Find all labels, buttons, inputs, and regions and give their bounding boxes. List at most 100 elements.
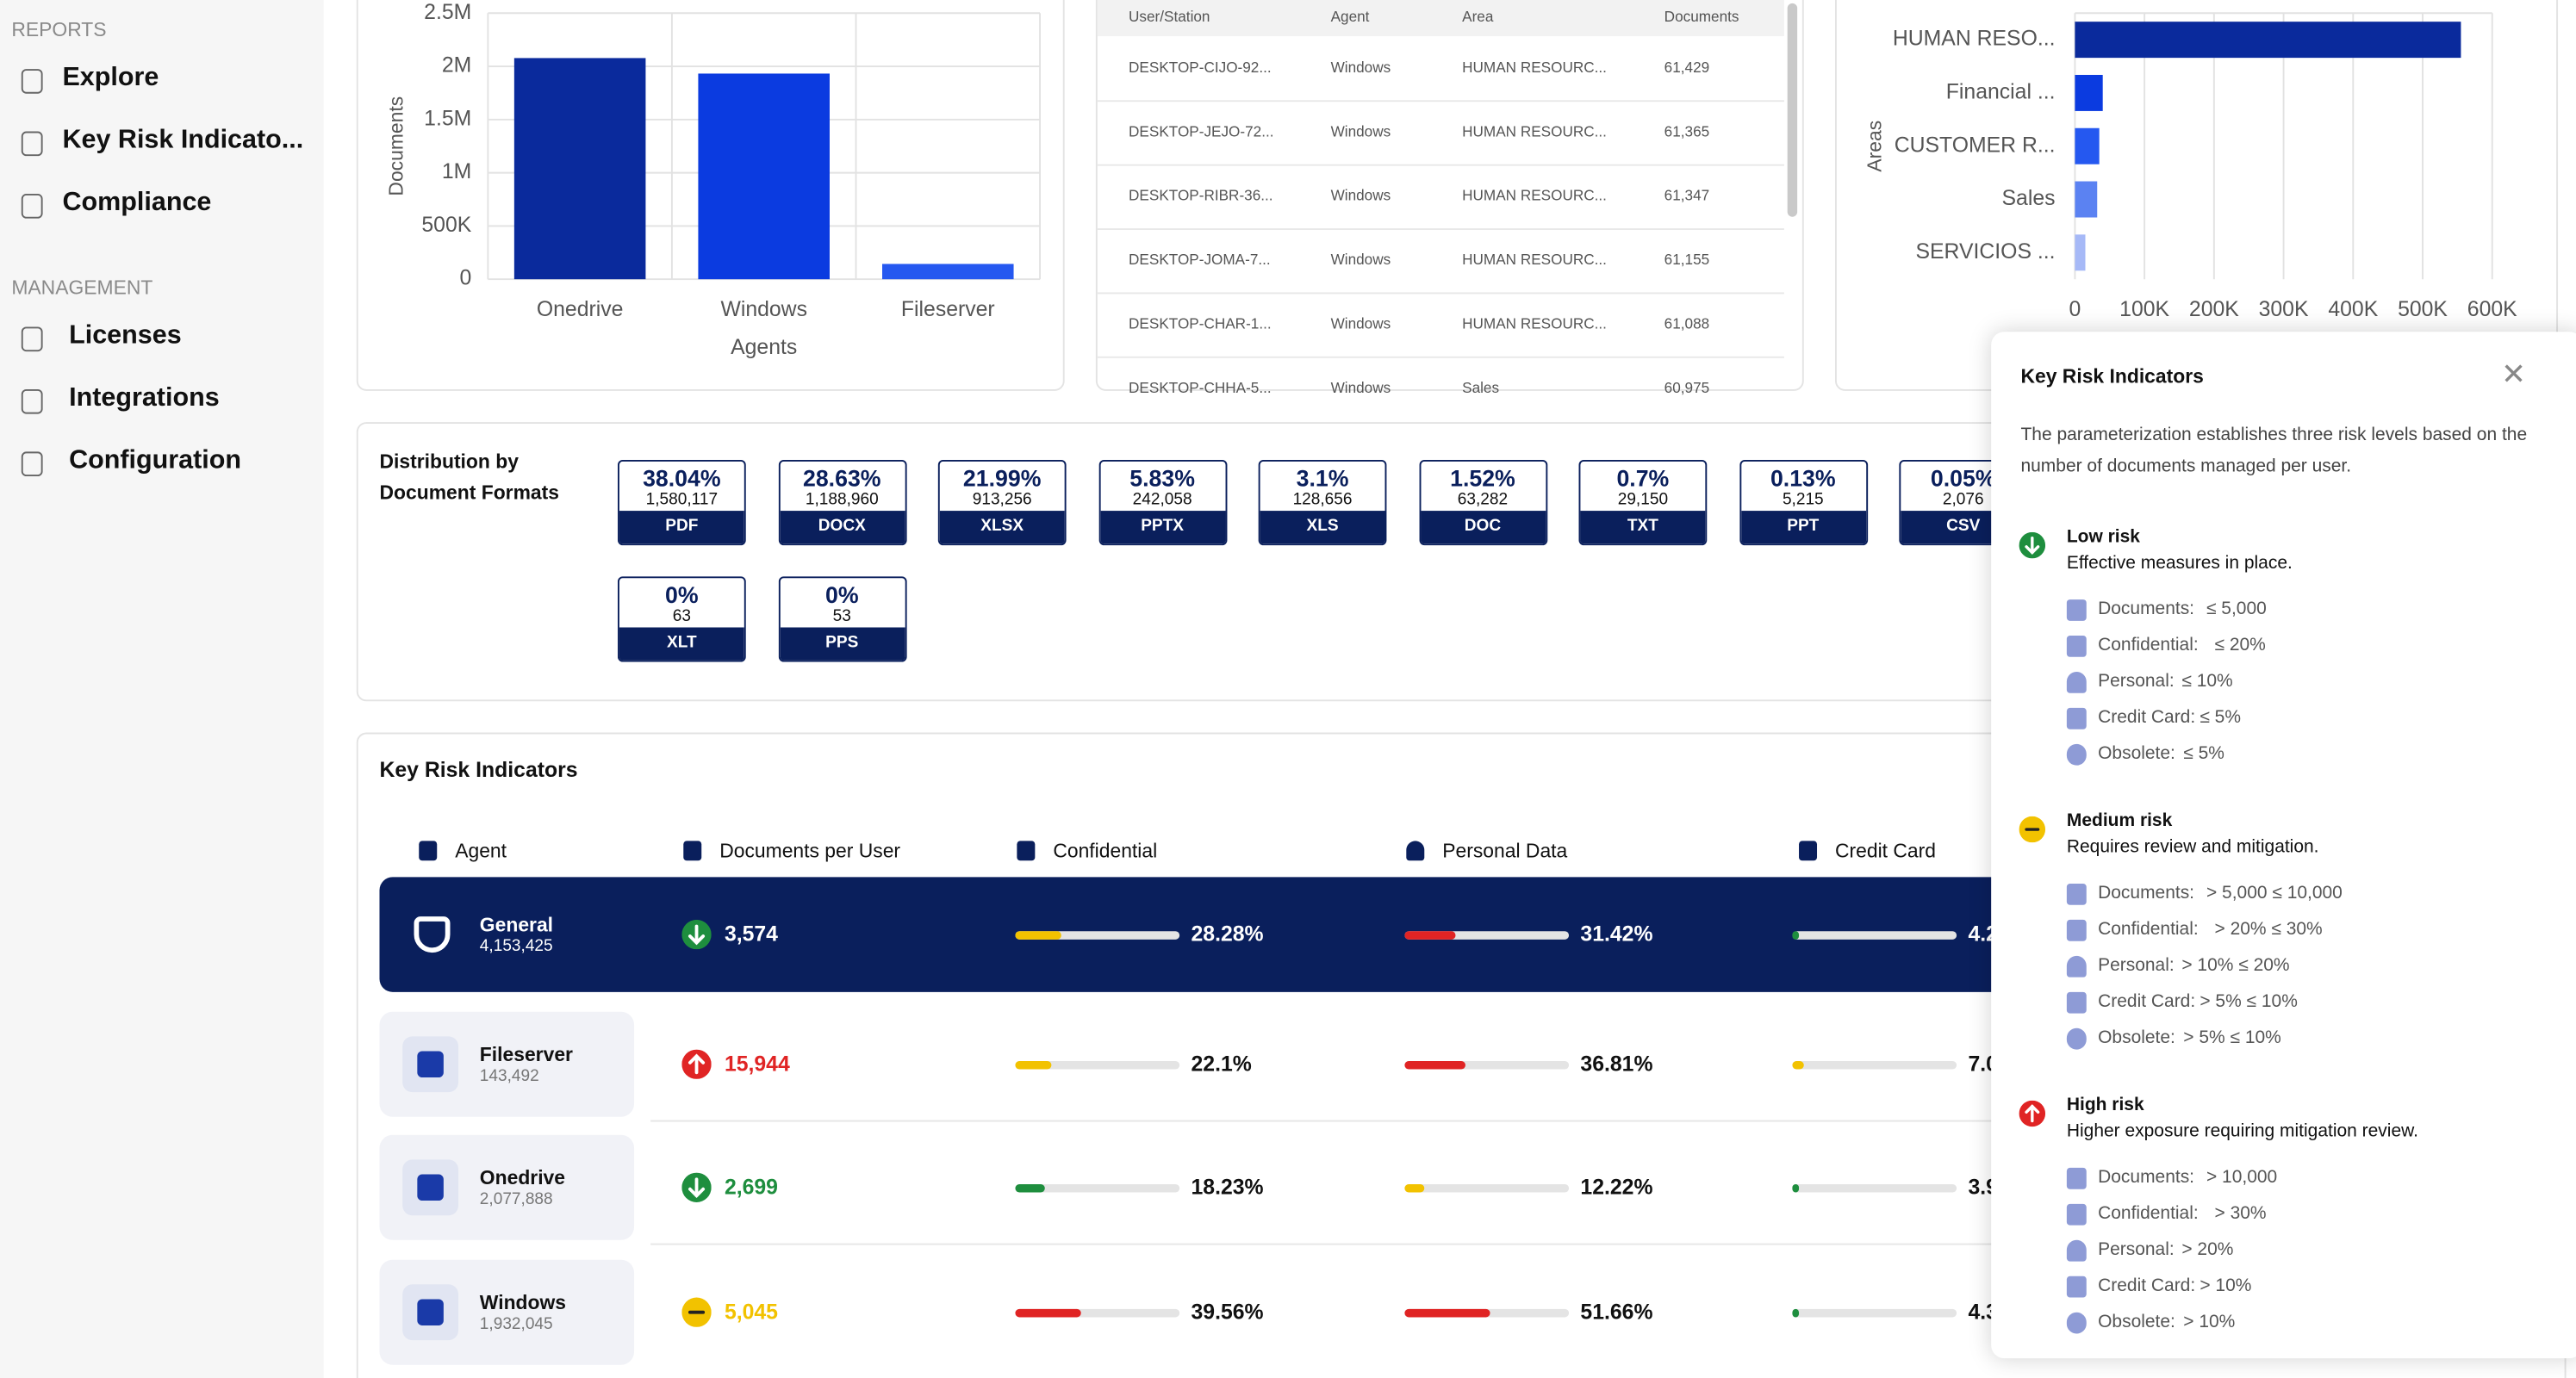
column-header: Credit Card (1834, 839, 1937, 863)
criterion-label: Documents: (2098, 883, 2195, 903)
y-tick-label: 0 (459, 267, 471, 290)
criterion-label: Documents: (2098, 599, 2195, 619)
criterion-value: > 10% ≤ 20% (2181, 955, 2290, 976)
metric-value: 31.42% (1580, 921, 1653, 947)
column-header: Agent (455, 839, 507, 863)
card (1095, 0, 1804, 391)
bar (513, 58, 646, 280)
criterion-icon (2066, 671, 2087, 693)
close-button[interactable]: ✕ (2501, 357, 2526, 391)
progress-track (1015, 1307, 1180, 1317)
format-name: PPS (779, 627, 905, 661)
row-divider (1097, 356, 1784, 358)
criterion-icon (2066, 1027, 2087, 1050)
format-name: PPT (1740, 511, 1866, 544)
agent-icon (417, 1299, 444, 1325)
format-box: 0% 63 XLT (617, 576, 746, 662)
column-header: Agent (1330, 8, 1370, 25)
format-name: DOC (1420, 511, 1546, 544)
nav-icon (21, 326, 43, 352)
level-description: Higher exposure requiring mitigation rev… (2066, 1121, 2418, 1142)
format-name: PDF (619, 511, 744, 544)
cell: Windows (1330, 315, 1391, 332)
y-tick-label: 500K (421, 214, 471, 237)
progress-fill (1792, 930, 1800, 939)
column-icon (1017, 841, 1036, 861)
progress-fill (1015, 1183, 1046, 1192)
section-title: MANAGEMENT (11, 276, 153, 300)
format-box: 38.04% 1,580,117 PDF (617, 459, 746, 546)
criterion-value: > 5% ≤ 10% (2200, 991, 2298, 1012)
y-tick-label: 2.5M (424, 1, 471, 24)
column-icon (683, 841, 702, 861)
progress-track (1015, 1183, 1180, 1192)
criterion-label: Personal: (2098, 955, 2175, 976)
criterion-icon (2066, 1203, 2087, 1226)
metric-value: 18.23% (1191, 1174, 1264, 1200)
bar (2075, 22, 2461, 59)
criterion-label: Confidential: (2098, 636, 2199, 655)
cell: 60,975 (1664, 379, 1710, 396)
progress-fill (1404, 1307, 1490, 1317)
column-header: Area (1462, 8, 1494, 25)
nav-item: Licenses (69, 321, 182, 351)
section-title: REPORTS (11, 17, 107, 41)
cell: DESKTOP-CIJO-92... (1129, 59, 1272, 76)
nav-item: Configuration (69, 446, 242, 475)
bar (2075, 181, 2098, 218)
cell: DESKTOP-JEJO-72... (1129, 123, 1274, 140)
progress-fill (1404, 930, 1457, 939)
format-box: 1.52% 63,282 DOC (1418, 459, 1547, 546)
format-pct: 28.63% (802, 464, 881, 492)
column-header: Personal Data (1442, 839, 1568, 863)
progress-track (1792, 930, 1957, 939)
cell: HUMAN RESOURC... (1462, 123, 1607, 140)
agent-count: 2,077,888 (479, 1190, 553, 1209)
cell: DESKTOP-RIBR-36... (1129, 187, 1273, 204)
section-title: Key Risk Indicators (379, 757, 578, 782)
cell: 61,155 (1664, 251, 1710, 268)
criterion-icon (2066, 919, 2087, 941)
format-box: 21.99% 913,256 XLSX (937, 459, 1067, 546)
format-pct: 38.04% (643, 464, 721, 492)
metric-value: 28.28% (1191, 921, 1264, 947)
format-name: TXT (1580, 511, 1706, 544)
level-name: Medium risk (2066, 811, 2173, 831)
bar (698, 73, 830, 280)
y-tick-label: Financial ... (1946, 80, 2056, 103)
format-box: 0.7% 29,150 TXT (1578, 459, 1708, 546)
status-arrow (688, 1053, 706, 1075)
x-tick-label: 400K (2328, 298, 2378, 321)
format-count: 63 (672, 607, 691, 626)
format-pct: 21.99% (962, 464, 1042, 492)
criterion-icon (2066, 1167, 2087, 1189)
kri-popup: Key Risk Indicators ✕ The parameterization… (1991, 332, 2576, 1359)
criterion-label: Confidential: (2098, 919, 2199, 940)
criterion-label: Documents: (2098, 1167, 2195, 1188)
format-name: PPTX (1099, 511, 1225, 544)
format-name: XLS (1260, 511, 1385, 544)
criterion-value: ≤ 20% (2214, 636, 2266, 655)
progress-track (1792, 1183, 1957, 1192)
nav-icon (21, 388, 43, 414)
y-tick-label: Sales (2002, 187, 2056, 210)
card (1834, 0, 2559, 391)
x-tick-label: 500K (2398, 298, 2448, 321)
y-tick-label: SERVICIOS ... (1915, 240, 2055, 264)
progress-track (1404, 1183, 1570, 1192)
criterion-icon (2066, 707, 2087, 729)
cell: DESKTOP-CHHA-5... (1129, 379, 1272, 396)
scrollbar (1787, 3, 1798, 217)
progress-track (1404, 930, 1570, 939)
nav-item: Compliance (62, 189, 212, 217)
format-pct: 0% (665, 581, 699, 608)
row-divider (650, 1243, 1998, 1245)
criterion-icon (2066, 636, 2087, 657)
cell: 61,088 (1664, 315, 1710, 332)
criterion-label: Credit Card: (2098, 991, 2196, 1012)
criterion-icon (2066, 1276, 2087, 1298)
row-divider (1097, 292, 1784, 295)
metric-value: 22.1% (1191, 1051, 1252, 1077)
agent-icon (414, 916, 451, 953)
